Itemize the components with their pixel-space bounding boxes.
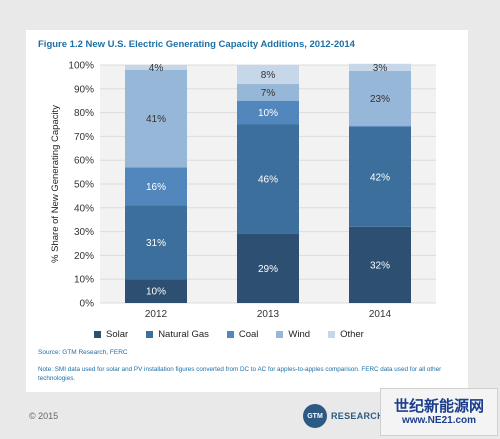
data-label: 8% (261, 70, 276, 81)
bar-segment-natural-gas-2013 (237, 124, 299, 234)
y-tick-label: 90% (74, 84, 94, 95)
data-label: 46% (258, 175, 278, 186)
x-tick-label: 2013 (257, 309, 280, 320)
data-label: 42% (370, 172, 390, 183)
bar-segment-other-2012 (125, 65, 187, 70)
bar-segment-natural-gas-2014 (349, 126, 411, 227)
bar-segment-coal-2012 (125, 167, 187, 206)
y-tick-label: 60% (74, 156, 94, 167)
y-tick-label: 40% (74, 203, 94, 214)
legend-label: Wind (288, 329, 311, 340)
bar-segment-wind-2014 (349, 70, 411, 126)
data-label: 32% (370, 260, 390, 271)
data-label: 41% (146, 114, 166, 125)
legend-item-natural-gas: Natural Gas (146, 329, 209, 340)
legend-label: Natural Gas (158, 329, 209, 340)
legend-swatch (146, 331, 154, 338)
y-axis-label: % Share of New Generating Capacity (50, 105, 61, 263)
data-label: 16% (146, 182, 166, 193)
y-tick-label: 100% (68, 61, 94, 72)
y-tick-label: 0% (80, 299, 95, 310)
figure-card: Figure 1.2 New U.S. Electric Generating … (26, 30, 468, 392)
data-label: 23% (370, 94, 390, 105)
legend-item-other: Other (328, 329, 364, 340)
legend-swatch (276, 331, 284, 338)
watermark: 世纪新能源网 www.NE21.com (380, 388, 498, 436)
stacked-bar-chart: 0% 10% 20% 30% 40% 50% 60% 70% 80% 90% 100% % Share… (50, 61, 436, 320)
figure-title: Figure 1.2 New U.S. Electric Generating … (38, 39, 355, 50)
source-note: Source: GTM Research, FERC (38, 349, 128, 356)
bar-segment-other-2014 (349, 63, 411, 71)
bar-segment-wind-2012 (125, 69, 187, 168)
bar-segment-natural-gas-2012 (125, 205, 187, 280)
legend-item-wind: Wind (276, 329, 310, 340)
legend-item-coal: Coal (226, 329, 259, 340)
y-tick-label: 80% (74, 108, 94, 119)
bar-segment-other-2013 (237, 65, 299, 85)
data-label: 29% (258, 264, 278, 275)
gtm-logo-icon: GTM (303, 404, 327, 428)
gtm-research-logo: GTM RESEARCH (303, 404, 384, 428)
watermark-url: www.NE21.com (401, 415, 477, 426)
y-tick-label: 10% (74, 275, 94, 286)
data-label: 10% (258, 108, 278, 119)
legend-label: Other (340, 329, 364, 340)
bar-segment-solar-2014 (349, 226, 411, 303)
legend-item-solar: Solar (94, 329, 128, 340)
data-label: 31% (146, 238, 166, 249)
data-label: 10% (146, 287, 166, 298)
legend-swatch (226, 331, 234, 338)
data-label: 3% (373, 63, 388, 74)
data-label: 4% (149, 63, 164, 74)
bar-segment-solar-2012 (125, 279, 187, 303)
bar-segment-wind-2013 (237, 84, 299, 101)
data-label: 7% (261, 88, 276, 99)
x-tick-label: 2014 (369, 309, 392, 320)
legend-swatch (328, 331, 336, 338)
y-tick-label: 50% (74, 180, 94, 191)
bar-segment-solar-2013 (237, 233, 299, 303)
brand-name: RESEARCH (331, 411, 384, 421)
bar-segment-coal-2013 (237, 100, 299, 125)
legend-label: Coal (238, 329, 259, 340)
watermark-cn-text: 世纪新能源网 (393, 398, 484, 415)
y-tick-label: 30% (74, 227, 94, 238)
legend-swatch (94, 331, 101, 338)
footnote: Note: SMI data used for solar and PV ins… (38, 366, 442, 382)
y-tick-label: 70% (74, 132, 94, 143)
legend-label: Solar (106, 329, 129, 340)
chart-legend: Solar Natural Gas Coal Wind Other (94, 329, 364, 340)
y-tick-label: 20% (74, 251, 94, 262)
copyright-text: © 2015 (29, 411, 59, 421)
bar-segment-coal-2014 (349, 125, 411, 127)
x-tick-label: 2012 (145, 309, 168, 320)
